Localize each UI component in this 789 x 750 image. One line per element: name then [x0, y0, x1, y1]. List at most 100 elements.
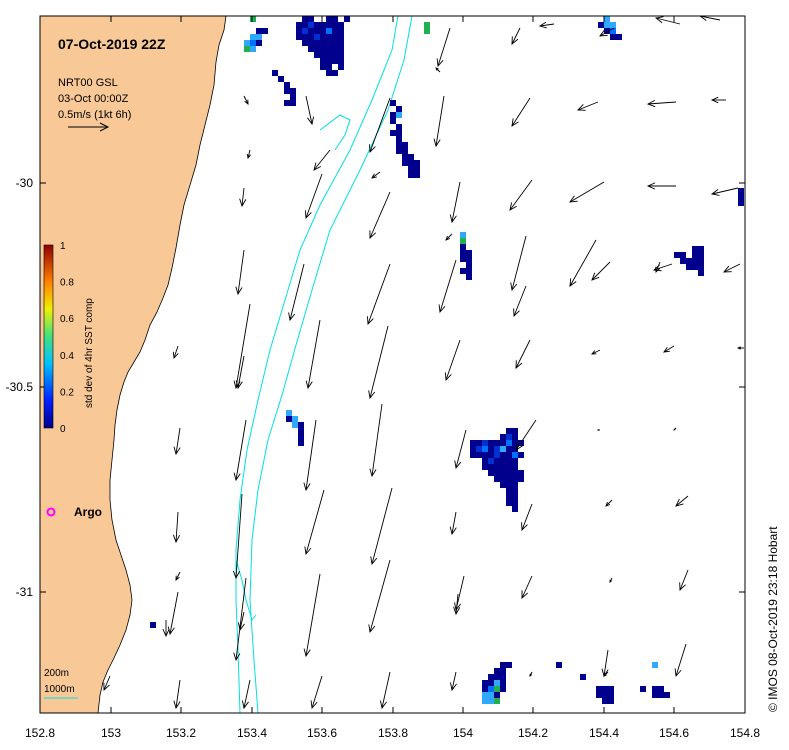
- sst-cell: [470, 452, 476, 458]
- current-arrow: [723, 263, 741, 273]
- sst-cell: [314, 46, 320, 52]
- lon-tick-label: 153.2: [166, 726, 196, 740]
- sst-cell: [652, 662, 658, 668]
- sst-cell: [308, 16, 314, 22]
- current-arrow: [509, 179, 533, 211]
- colorbar-tick-label: 1: [60, 241, 66, 252]
- sst-cell: [460, 244, 466, 250]
- sst-cell: [466, 274, 472, 280]
- current-arrow: [710, 96, 726, 104]
- sst-cell: [460, 256, 466, 262]
- current-arrow: [569, 181, 605, 203]
- sst-cell: [292, 422, 298, 428]
- sst-cell: [506, 500, 512, 506]
- sst-cell: [326, 16, 332, 22]
- sst-cell: [476, 446, 482, 452]
- sst-cell: [518, 476, 524, 482]
- sst-cell: [326, 28, 332, 34]
- sst-cell: [608, 692, 614, 698]
- sst-cell: [256, 28, 262, 34]
- sst-cell: [482, 458, 488, 464]
- sst-cell: [500, 464, 506, 470]
- sst-cell: [326, 70, 332, 76]
- sst-cell: [512, 452, 518, 458]
- sst-cell: [320, 40, 326, 46]
- current-arrow: [449, 511, 457, 536]
- sst-cell: [602, 698, 608, 704]
- sst-cell: [396, 124, 402, 130]
- sst-cell: [494, 686, 500, 692]
- sst-cell: [488, 698, 494, 704]
- current-arrow: [235, 355, 245, 390]
- sst-cell: [692, 264, 698, 270]
- sst-cell: [500, 452, 506, 458]
- sst-cell: [466, 268, 472, 274]
- sst-cell: [460, 268, 466, 274]
- sst-cell: [284, 82, 290, 88]
- current-arrow: [521, 503, 533, 532]
- sst-cell: [314, 28, 320, 34]
- isobath-label-1000m: 1000m: [44, 684, 75, 695]
- sst-cell: [494, 476, 500, 482]
- sst-cell: [150, 622, 156, 628]
- sst-cell: [500, 686, 506, 692]
- sst-cell: [332, 46, 338, 52]
- sst-cell: [332, 16, 338, 22]
- sst-cell: [608, 698, 614, 704]
- current-arrow: [450, 671, 457, 692]
- sst-cell: [320, 52, 326, 58]
- sst-cell: [686, 258, 692, 264]
- sst-cell: [488, 464, 494, 470]
- sst-cell: [698, 270, 704, 276]
- current-arrow: [521, 575, 533, 599]
- sst-cell: [466, 250, 472, 256]
- sst-cell: [466, 262, 472, 268]
- sst-cell: [262, 28, 268, 34]
- lon-tick-label: 153.8: [378, 726, 408, 740]
- sst-cell: [338, 34, 344, 40]
- sst-cell: [402, 148, 408, 154]
- lon-tick-label: 153.6: [307, 726, 337, 740]
- current-arrow: [511, 27, 521, 45]
- sst-cell: [302, 22, 308, 28]
- colorbar: [43, 244, 54, 429]
- sst-cell: [500, 668, 506, 674]
- current-arrow: [304, 489, 325, 556]
- sst-cell: [476, 452, 482, 458]
- sst-cell: [332, 28, 338, 34]
- sst-cell: [512, 476, 518, 482]
- sst-cell: [460, 238, 466, 244]
- current-arrow: [368, 559, 391, 634]
- sst-cell: [488, 674, 494, 680]
- sst-cell: [314, 34, 320, 40]
- sst-cell: [500, 680, 506, 686]
- sst-cell: [556, 662, 562, 668]
- sst-cell: [494, 698, 500, 704]
- current-arrow: [453, 593, 461, 616]
- sst-cell: [652, 686, 658, 692]
- colorbar-tick-label: 0.6: [60, 314, 74, 325]
- sst-cell: [610, 22, 616, 28]
- sst-cell: [244, 40, 250, 46]
- sst-cell: [686, 264, 692, 270]
- current-arrow: [515, 419, 537, 451]
- sst-cell: [244, 46, 250, 52]
- sst-cell: [500, 458, 506, 464]
- sst-cell: [494, 446, 500, 452]
- sst-cell: [296, 28, 302, 34]
- sst-cell: [250, 16, 256, 22]
- current-arrow: [235, 249, 245, 296]
- colorbar-label: std dev of 4hr SST comp: [84, 298, 95, 408]
- sst-cell: [308, 34, 314, 40]
- sst-cell: [326, 34, 332, 40]
- sst-cell: [250, 46, 256, 52]
- sst-cell: [396, 130, 402, 136]
- sst-cell: [338, 58, 344, 64]
- sst-cell: [308, 46, 314, 52]
- sst-cell: [460, 232, 466, 238]
- sst-cell: [460, 250, 466, 256]
- sst-cell: [320, 64, 326, 70]
- sst-cell: [320, 58, 326, 64]
- sst-cell: [286, 416, 292, 422]
- colorbar-ticks: 1 0.8 0.6 0.4 0.2 0: [60, 241, 74, 435]
